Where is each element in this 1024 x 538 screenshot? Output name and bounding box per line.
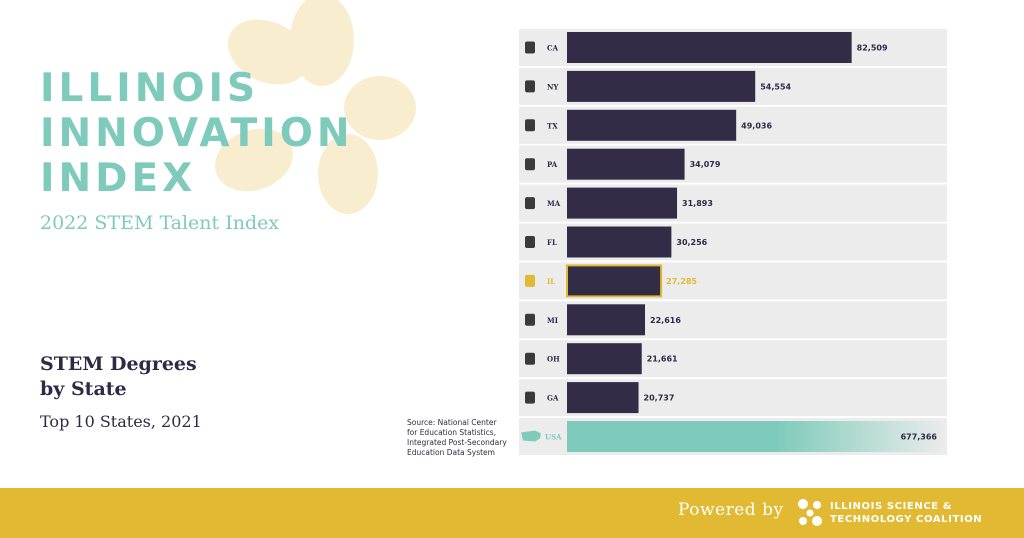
michigan-icon	[525, 313, 535, 326]
new-york-icon	[525, 80, 535, 93]
illinois-icon	[525, 274, 535, 287]
brand-line-3: INDEX	[40, 156, 197, 201]
value-label: 21,661	[647, 355, 678, 364]
state-label: GA	[547, 394, 559, 403]
isc-line-1: ILLINOIS SCIENCE &	[830, 501, 953, 512]
value-label: 22,616	[650, 316, 681, 325]
chart-title: STEM Degrees by State	[40, 352, 197, 402]
state-label: IL	[547, 277, 555, 286]
usa-icon	[521, 430, 541, 442]
total-label: USA	[545, 433, 562, 442]
state-label: MA	[547, 199, 561, 208]
state-label: TX	[547, 121, 558, 130]
footer-band	[0, 488, 1024, 538]
value-label: 20,737	[644, 394, 675, 403]
value-label: 27,285	[666, 277, 697, 286]
state-label: CA	[547, 44, 559, 53]
ohio-icon	[525, 352, 535, 365]
bar	[567, 70, 756, 102]
state-label: PA	[547, 160, 558, 169]
value-label: 30,256	[676, 238, 707, 247]
chart-subtitle: Top 10 States, 2021	[40, 412, 202, 431]
value-label: 31,893	[682, 199, 713, 208]
chart-title-line-1: STEM Degrees	[40, 353, 197, 375]
pennsylvania-icon	[525, 158, 535, 171]
bar	[567, 109, 737, 141]
source-note: Source: National Center for Education St…	[407, 418, 522, 458]
source-line-2: for Education Statistics,	[407, 428, 497, 437]
powered-by-text: Powered by	[678, 500, 784, 520]
bar	[567, 187, 678, 219]
brand-line-2: INNOVATION	[40, 111, 354, 156]
isc-line-2: TECHNOLOGY COALITION	[830, 514, 983, 525]
massachusetts-icon	[525, 197, 535, 210]
california-icon	[525, 41, 535, 54]
value-label: 82,509	[857, 44, 888, 53]
bar	[567, 226, 672, 258]
bar	[567, 148, 685, 180]
source-line-1: Source: National Center	[407, 418, 497, 427]
source-line-3: Integrated Post-Secondary	[407, 438, 507, 447]
bar	[567, 382, 639, 414]
value-label: 54,554	[760, 82, 791, 91]
bar	[567, 32, 852, 63]
bar	[567, 343, 642, 375]
state-label: FL	[547, 238, 557, 247]
georgia-icon	[525, 391, 535, 404]
flower-decoration	[215, 0, 416, 214]
state-label: OH	[547, 355, 560, 364]
isc-wordmark: ILLINOIS SCIENCE & TECHNOLOGY COALITION	[830, 500, 982, 526]
value-label: 49,036	[741, 121, 772, 130]
bar	[567, 304, 646, 336]
state-label: NY	[547, 82, 559, 91]
chart-title-line-2: by State	[40, 378, 127, 400]
page-subtitle: 2022 STEM Talent Index	[40, 212, 280, 234]
total-value-label: 677,366	[901, 433, 938, 442]
source-line-4: Education Data System	[407, 448, 495, 457]
brand-logotype: ILLINOIS INNOVATION INDEX	[40, 66, 354, 201]
bar	[566, 264, 663, 298]
isc-logo-icon	[798, 499, 822, 526]
texas-icon	[525, 119, 535, 132]
brand-line-1: ILLINOIS	[40, 66, 260, 111]
state-label: MI	[547, 316, 558, 325]
bar-chart: CA 82,509 NY 54,554 TX 49,036 PA 34,079 MA 31,893…	[519, 29, 947, 455]
value-label: 34,079	[690, 160, 721, 169]
total-bar	[567, 421, 947, 452]
florida-icon	[525, 236, 535, 248]
